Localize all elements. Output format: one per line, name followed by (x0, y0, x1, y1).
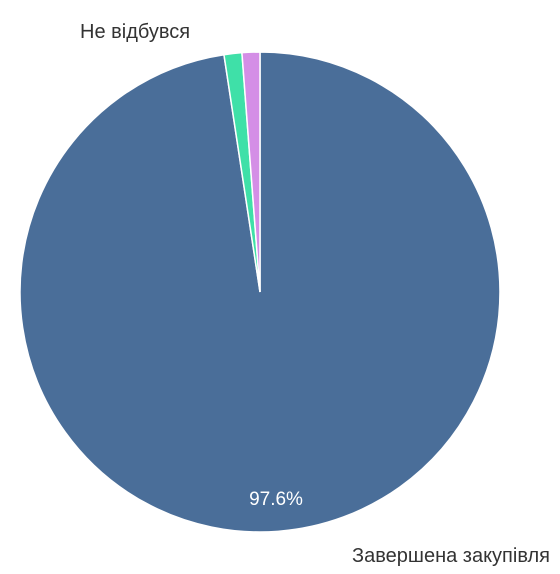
percent-label-slice-completed-procurement: 97.6% (249, 489, 303, 510)
pie-labels: Завершена закупівля Не відбувся 97.6% (80, 21, 550, 567)
pie-slices (19, 51, 501, 533)
label-did-not-take-place: Не відбувся (80, 21, 190, 43)
slice-other[interactable] (241, 51, 261, 293)
label-completed-procurement: Завершена закупівля (352, 545, 550, 567)
